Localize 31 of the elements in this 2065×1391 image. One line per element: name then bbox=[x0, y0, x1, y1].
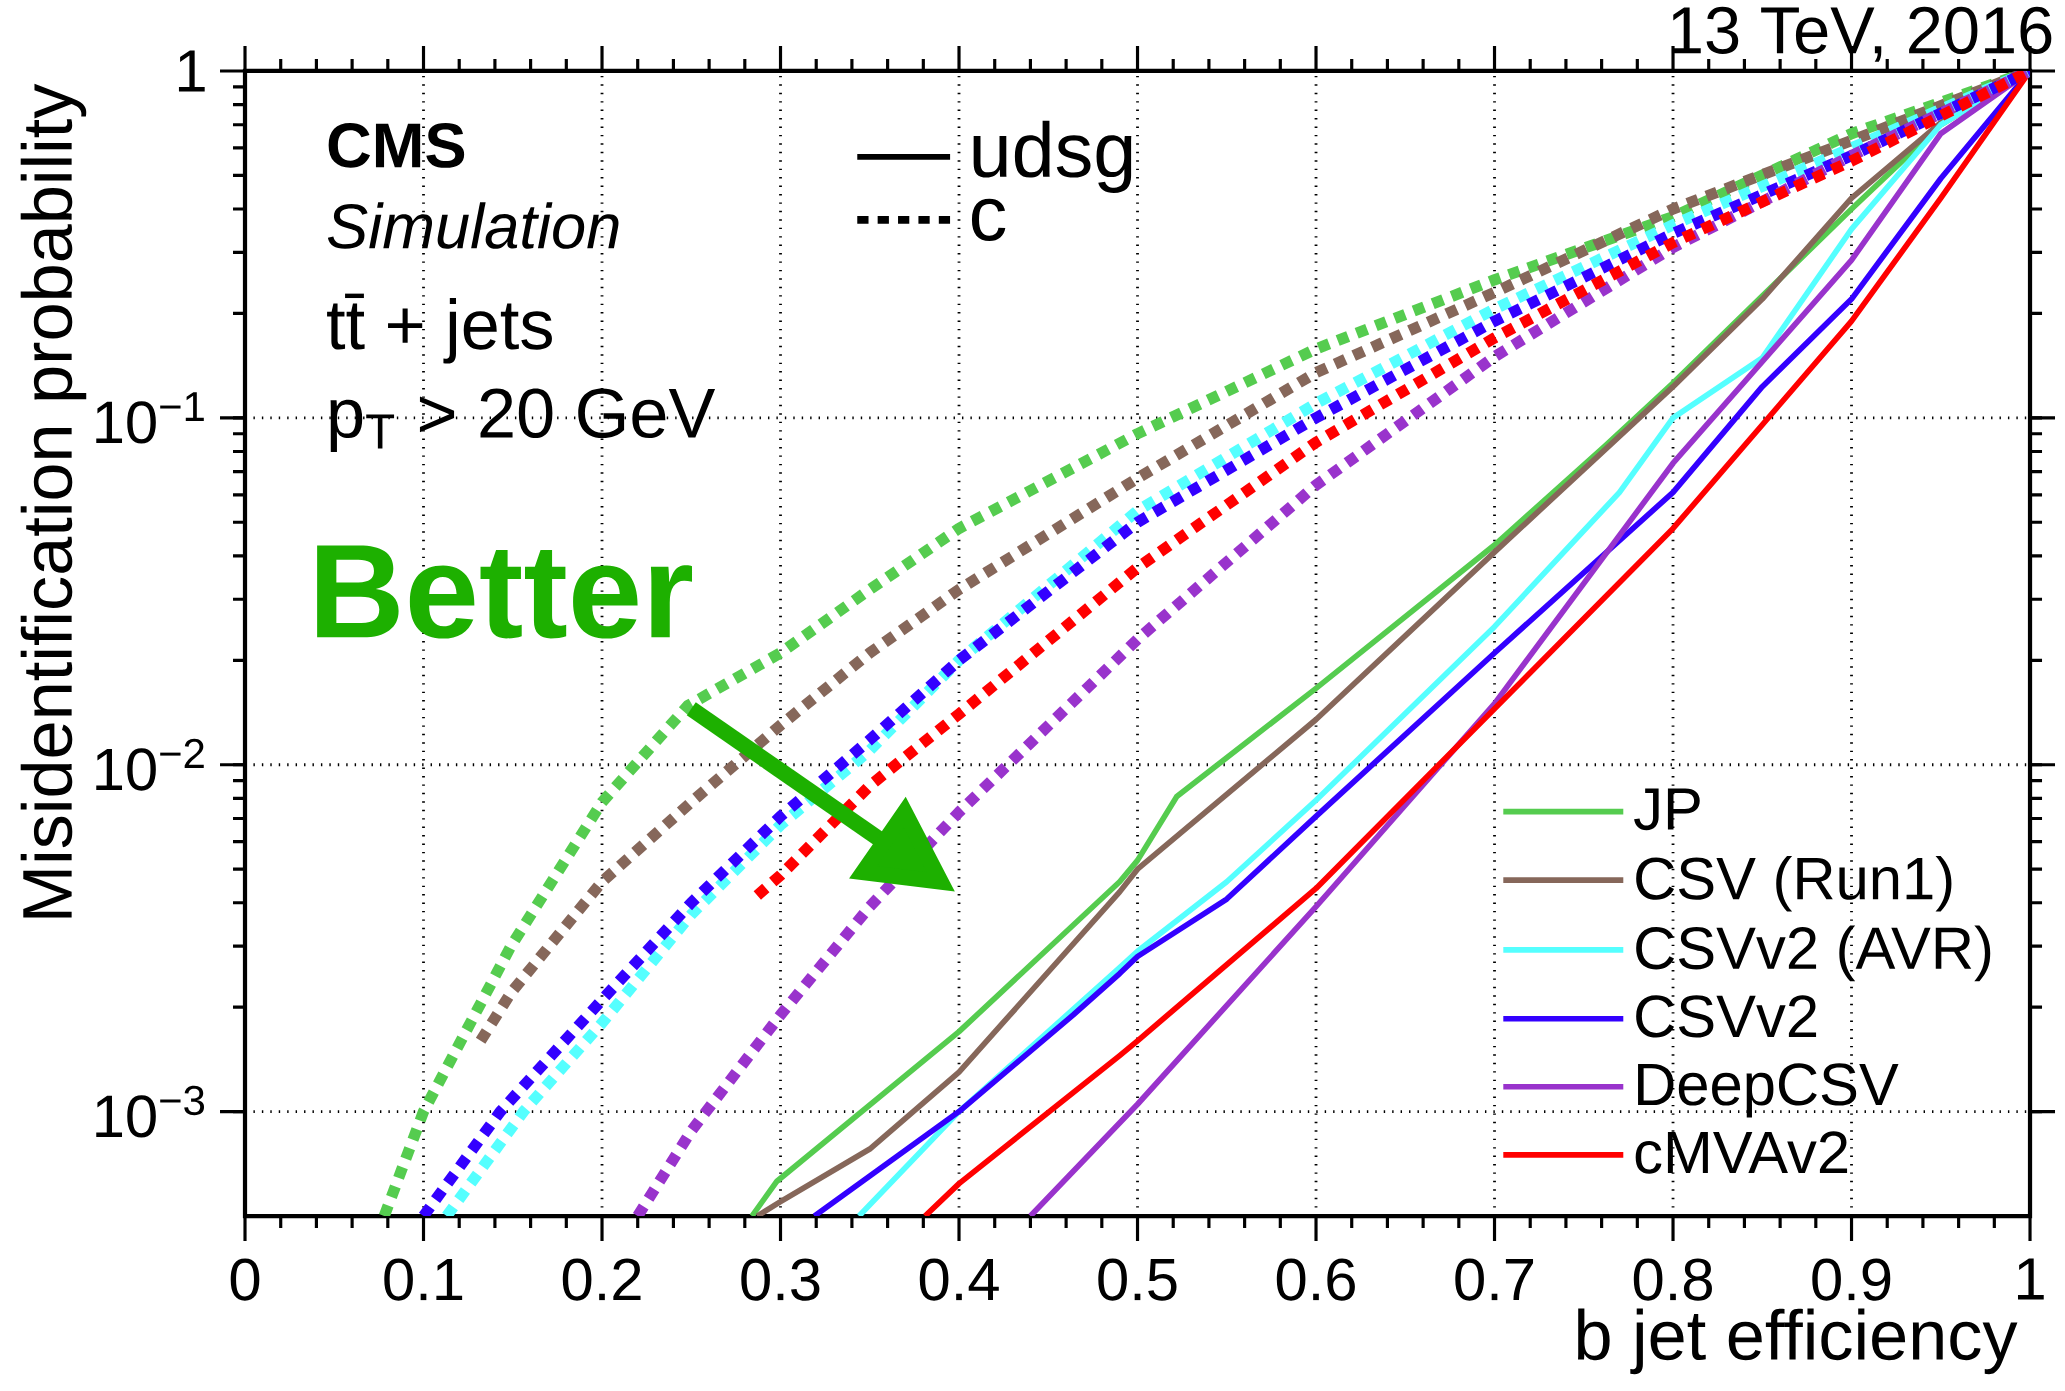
x-tick-label: 0.3 bbox=[741, 1258, 820, 1301]
x-axis-title: b jet efficiency bbox=[1578, 1308, 2018, 1375]
y-tick-label: 10$^{−2}$ bbox=[96, 738, 204, 791]
legend-label: CSVv2 bbox=[1636, 995, 1817, 1038]
x-tick-label: 1 bbox=[2017, 1258, 2044, 1300]
x-tick-label: 0.6 bbox=[1276, 1258, 1355, 1301]
annotation: c bbox=[971, 198, 1006, 242]
legend-label: CSVv2 (AVR) bbox=[1636, 925, 1991, 982]
x-tick-label: 0.9 bbox=[1812, 1258, 1891, 1301]
x-tick-label: 0 bbox=[230, 1258, 260, 1301]
y-tick-label: 1 bbox=[178, 50, 205, 92]
legend-label: CSV (Run1) bbox=[1636, 855, 1952, 912]
legend-label: JP bbox=[1634, 788, 1700, 831]
legend-label: DeepCSV bbox=[1638, 1063, 1899, 1118]
annotation: udsg bbox=[973, 120, 1132, 193]
legend-label: cMVAv2 bbox=[1635, 1131, 1848, 1174]
x-tick-label: 0.1 bbox=[384, 1258, 463, 1301]
annotation: CMS bbox=[328, 122, 465, 168]
annotation: Simulation bbox=[327, 202, 619, 249]
x-tick-label: 0.7 bbox=[1455, 1258, 1534, 1301]
text: 13 TeV, 2016 bbox=[1671, 6, 2052, 62]
x-tick-label: 0.4 bbox=[919, 1258, 999, 1301]
annotation: tt̄ + jets bbox=[327, 293, 552, 364]
annotation: p$_{T}$ > 20 GeV bbox=[330, 388, 716, 453]
annotation: Better bbox=[317, 545, 693, 639]
y-tick-label: 10$^{−1}$ bbox=[96, 392, 204, 444]
y-axis-title: Misidentification probability bbox=[20, 83, 87, 918]
y-tick-label: 10$^{−3}$ bbox=[96, 1085, 205, 1138]
x-tick-label: 0.5 bbox=[1098, 1258, 1177, 1301]
x-tick-label: 0.2 bbox=[562, 1258, 641, 1301]
x-tick-label: 0.8 bbox=[1633, 1258, 1712, 1301]
